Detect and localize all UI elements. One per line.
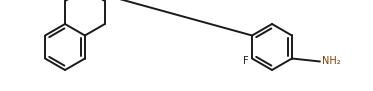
Text: F: F bbox=[244, 57, 249, 67]
Text: NH₂: NH₂ bbox=[322, 57, 341, 67]
